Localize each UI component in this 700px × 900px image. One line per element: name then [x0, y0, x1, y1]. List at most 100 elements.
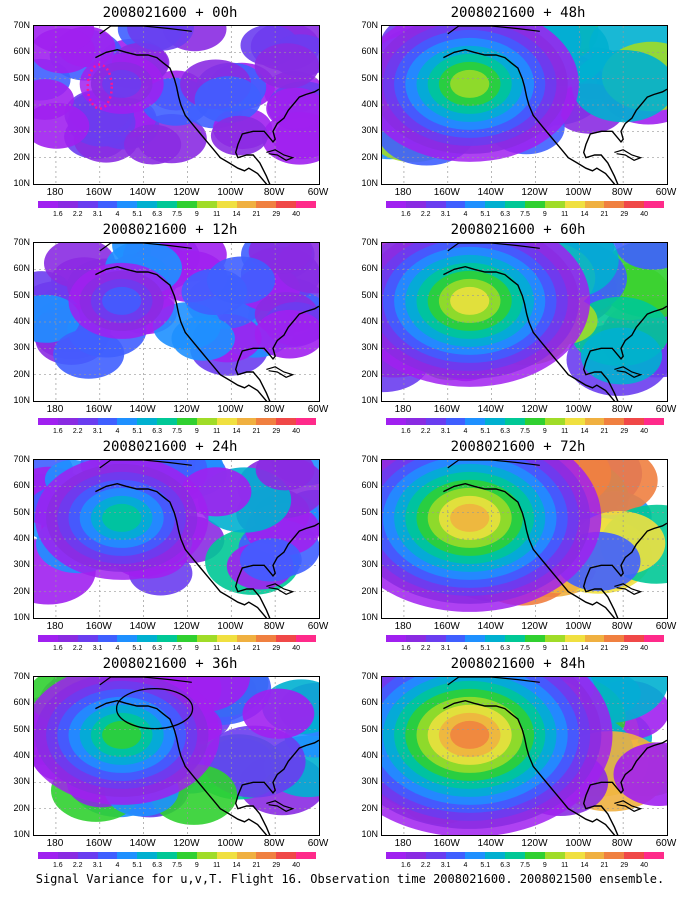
colorbar-label: 14	[580, 645, 589, 652]
latitude-label: 10N	[361, 612, 378, 622]
colorbar-swatch	[505, 852, 526, 859]
colorbar-swatch	[386, 201, 406, 208]
colorbar-swatch	[644, 635, 665, 642]
latitude-label: 20N	[13, 368, 30, 379]
colorbar-label: 40	[292, 211, 301, 218]
map-area	[33, 459, 320, 619]
colorbar-swatch	[216, 418, 237, 425]
colorbar-swatch	[405, 418, 426, 425]
latitude-label: 70N	[361, 237, 378, 247]
colorbar-label: 11	[213, 428, 221, 435]
colorbar-label: 4	[463, 211, 468, 218]
latitude-label: 30N	[361, 125, 378, 136]
colorbar-label: 1.6	[52, 862, 63, 869]
colorbar-label: 1.6	[400, 862, 411, 869]
latitude-label: 60N	[13, 263, 30, 274]
latitude-label: 40N	[13, 316, 30, 326]
colorbar-label: 2.2	[420, 428, 431, 435]
colorbar-swatch	[117, 635, 138, 642]
colorbar-label: 7.5	[172, 645, 182, 652]
forecast-panel: 2008021600 + 36h 70N 60N 50N 40N 30N 20N 10N 180…	[0, 656, 340, 876]
longitude-label: 120W	[521, 187, 548, 198]
longitude-label: 140W	[129, 621, 156, 632]
longitude-label: 120W	[521, 621, 548, 632]
panel-title: 2008021600 + 60h	[450, 222, 586, 238]
colorbar-swatch	[405, 635, 426, 642]
colorbar-swatch	[256, 635, 277, 642]
colorbar-label: 5.1	[132, 862, 143, 869]
latitude-label: 20N	[361, 368, 378, 379]
colorbar-label: 4	[115, 211, 120, 218]
colorbar-swatch	[544, 418, 565, 425]
latitude-label: 70N	[13, 454, 30, 464]
colorbar-label: 9	[542, 645, 547, 652]
forecast-panel: 2008021600 + 24h 70N 60N 50N 40N 30N 20N 10N 180…	[0, 439, 340, 659]
colorbar-label: 29	[620, 211, 629, 218]
colorbar-swatch	[236, 635, 257, 642]
latitude-label: 60N	[361, 263, 378, 274]
colorbar-label: 40	[640, 211, 649, 218]
colorbar-label: 6.3	[500, 645, 510, 652]
colorbar-label: 1.6	[52, 428, 63, 435]
latitude-label: 70N	[361, 20, 378, 30]
longitude-label: 120W	[173, 404, 200, 415]
latitude-label: 40N	[361, 99, 378, 109]
colorbar-label: 40	[640, 645, 649, 652]
colorbar-swatch	[485, 635, 506, 642]
colorbar-swatch	[38, 418, 58, 425]
latitude-label: 60N	[361, 46, 378, 57]
colorbar-label: 6.3	[152, 428, 162, 435]
colorbar-label: 3.1	[92, 862, 103, 869]
longitude-label: 100W	[217, 621, 244, 632]
longitude-label: 120W	[521, 838, 548, 849]
longitude-label: 140W	[129, 838, 156, 849]
longitude-label: 140W	[129, 404, 156, 415]
variance-field	[382, 460, 667, 612]
latitude-label: 30N	[361, 776, 378, 787]
colorbar-swatch	[137, 635, 158, 642]
panel-title: 2008021600 + 48h	[450, 5, 586, 21]
longitude-label: 160W	[433, 621, 460, 632]
colorbar-label: 2.2	[72, 211, 83, 218]
colorbar-swatch	[196, 635, 217, 642]
colorbar-swatch	[584, 852, 605, 859]
colorbar-swatch	[77, 201, 98, 208]
colorbar-swatch	[296, 852, 317, 859]
colorbar	[38, 201, 317, 208]
colorbar-label: 9	[194, 862, 199, 869]
latitude-label: 40N	[13, 99, 30, 109]
colorbar-swatch	[117, 418, 138, 425]
colorbar-label: 21	[252, 645, 261, 652]
colorbar-swatch	[386, 418, 406, 425]
latitude-label: 60N	[13, 46, 30, 57]
longitude-label: 180	[46, 838, 64, 849]
colorbar-label: 3.1	[92, 645, 103, 652]
map-area	[33, 25, 320, 185]
colorbar-swatch	[177, 852, 197, 859]
colorbar-label: 6.3	[152, 211, 162, 218]
longitude-label: 100W	[565, 621, 592, 632]
variance-field	[382, 243, 667, 396]
colorbar-swatch	[216, 201, 237, 208]
colorbar-label: 7.5	[172, 428, 182, 435]
colorbar-label: 14	[232, 862, 241, 869]
colorbar-label: 14	[232, 211, 241, 218]
colorbar-swatch	[505, 201, 526, 208]
colorbar-label: 7.5	[520, 211, 530, 218]
longitude-label: 60W	[655, 187, 677, 198]
colorbar-label: 14	[580, 211, 589, 218]
variance-field	[382, 26, 667, 166]
colorbar-swatch	[296, 201, 317, 208]
longitude-label: 60W	[307, 621, 329, 632]
colorbar-swatch	[137, 418, 158, 425]
colorbar-swatch	[57, 635, 78, 642]
colorbar-swatch	[97, 852, 118, 859]
colorbar-label: 40	[292, 862, 301, 869]
colorbar-label: 4	[115, 862, 120, 869]
longitude-label: 80W	[611, 838, 633, 849]
colorbar-swatch	[525, 635, 545, 642]
colorbar-swatch	[425, 201, 446, 208]
colorbar-swatch	[196, 852, 217, 859]
forecast-panel: 2008021600 + 48h 70N 60N 50N 40N 30N 20N 10N 180…	[348, 5, 688, 225]
colorbar-label: 1.6	[52, 211, 63, 218]
